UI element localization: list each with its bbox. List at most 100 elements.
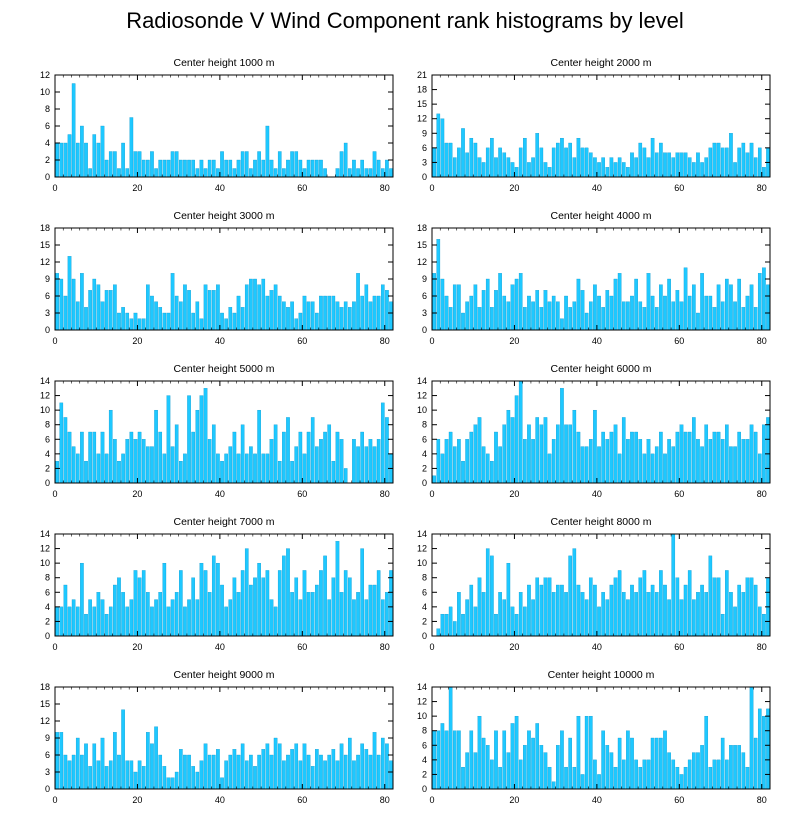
histogram-bar: [762, 715, 766, 790]
x-tick-label: 40: [215, 795, 225, 805]
histogram-bar: [626, 167, 630, 178]
histogram-bar: [183, 159, 187, 178]
histogram-bar: [315, 446, 319, 484]
y-tick-label: 10: [417, 405, 427, 415]
histogram-bar: [654, 592, 659, 637]
x-tick-label: 80: [380, 489, 390, 499]
histogram-bar: [580, 774, 585, 790]
histogram-bar: [364, 749, 369, 790]
histogram-bar: [162, 453, 167, 484]
histogram-bar: [506, 562, 511, 637]
x-tick-label: 80: [757, 336, 767, 346]
histogram-bar: [67, 431, 72, 484]
histogram-bar: [494, 431, 498, 484]
histogram-bar: [556, 745, 560, 790]
histogram-bar: [712, 142, 717, 178]
histogram-bar: [265, 125, 270, 178]
histogram-bar: [286, 159, 290, 178]
histogram-bar: [187, 159, 191, 178]
histogram-bar: [154, 301, 158, 331]
histogram-bar: [712, 431, 717, 484]
histogram-bar: [568, 142, 572, 178]
histogram-bar: [613, 424, 618, 484]
histogram-bar: [733, 446, 737, 484]
x-tick-label: 80: [380, 642, 390, 652]
histogram-bar: [211, 555, 216, 637]
histogram-bar: [560, 388, 564, 484]
histogram-bar: [133, 312, 138, 331]
histogram-bar: [298, 159, 303, 178]
histogram-bar: [121, 592, 125, 637]
histogram-bar: [432, 273, 436, 331]
y-tick-label: 3: [422, 157, 427, 167]
histogram-bar: [605, 599, 610, 637]
y-tick-label: 4: [45, 449, 50, 459]
histogram-bar: [708, 295, 713, 331]
histogram-bar: [646, 157, 651, 178]
histogram-bar: [166, 606, 171, 637]
histogram-bar: [360, 743, 364, 790]
histogram-bar: [71, 83, 76, 178]
histogram-bar: [104, 453, 109, 484]
histogram-bar: [113, 284, 117, 331]
histogram-bar: [766, 417, 770, 484]
histogram-bar: [613, 766, 618, 790]
histogram-bar: [597, 295, 601, 331]
histogram-bar: [461, 460, 465, 484]
histogram-bar: [257, 409, 261, 484]
histogram-bar: [638, 577, 643, 637]
histogram-bar: [75, 301, 80, 331]
histogram-bar: [502, 424, 507, 484]
histogram-bar: [183, 453, 187, 484]
histogram-bar: [473, 284, 478, 331]
x-tick-label: 20: [132, 336, 142, 346]
histogram-bar: [380, 737, 385, 790]
histogram-bar: [294, 446, 299, 484]
x-tick-label: 20: [509, 489, 519, 499]
x-tick-label: 40: [592, 489, 602, 499]
histogram-bar: [343, 754, 348, 790]
histogram-bar: [494, 730, 498, 790]
histogram-bar: [593, 584, 597, 637]
y-tick-label: 10: [417, 711, 427, 721]
histogram-bar: [253, 278, 257, 331]
y-tick-label: 15: [417, 240, 427, 250]
histogram-bar: [737, 584, 741, 637]
histogram-bar: [199, 562, 204, 637]
histogram-bar: [224, 159, 228, 178]
x-tick-label: 40: [592, 642, 602, 652]
histogram-bar: [59, 402, 64, 484]
histogram-bar: [588, 577, 593, 637]
histogram-bar: [203, 388, 208, 484]
histogram-bar: [257, 754, 261, 790]
histogram-bar: [273, 284, 278, 331]
histogram-bar: [502, 152, 507, 178]
histogram-bar: [485, 453, 490, 484]
histogram-bar: [282, 301, 286, 331]
histogram-bar: [216, 168, 220, 178]
histogram-bar: [335, 760, 340, 790]
histogram-bar: [650, 584, 655, 637]
histogram-bar: [626, 599, 630, 637]
histogram-bar: [687, 759, 692, 790]
histogram-bar: [588, 152, 593, 178]
histogram-bar: [315, 749, 319, 790]
histogram-bar: [617, 737, 622, 790]
histogram-bar: [360, 295, 364, 331]
histogram-bar: [584, 147, 589, 178]
histogram-bar: [331, 577, 336, 637]
histogram-bar: [490, 759, 494, 790]
histogram-bar: [448, 686, 453, 790]
y-tick-label: 2: [422, 769, 427, 779]
histogram-bar: [80, 562, 84, 637]
histogram-bar: [108, 151, 113, 178]
histogram-bar: [323, 295, 327, 331]
y-tick-label: 0: [45, 631, 50, 641]
histogram-bar: [551, 781, 556, 790]
histogram-bar: [531, 737, 535, 790]
histogram-bar: [174, 771, 179, 790]
histogram-bar: [535, 723, 540, 790]
histogram-bar: [232, 577, 237, 637]
histogram-bar: [339, 743, 344, 790]
histogram-bar: [440, 723, 445, 790]
